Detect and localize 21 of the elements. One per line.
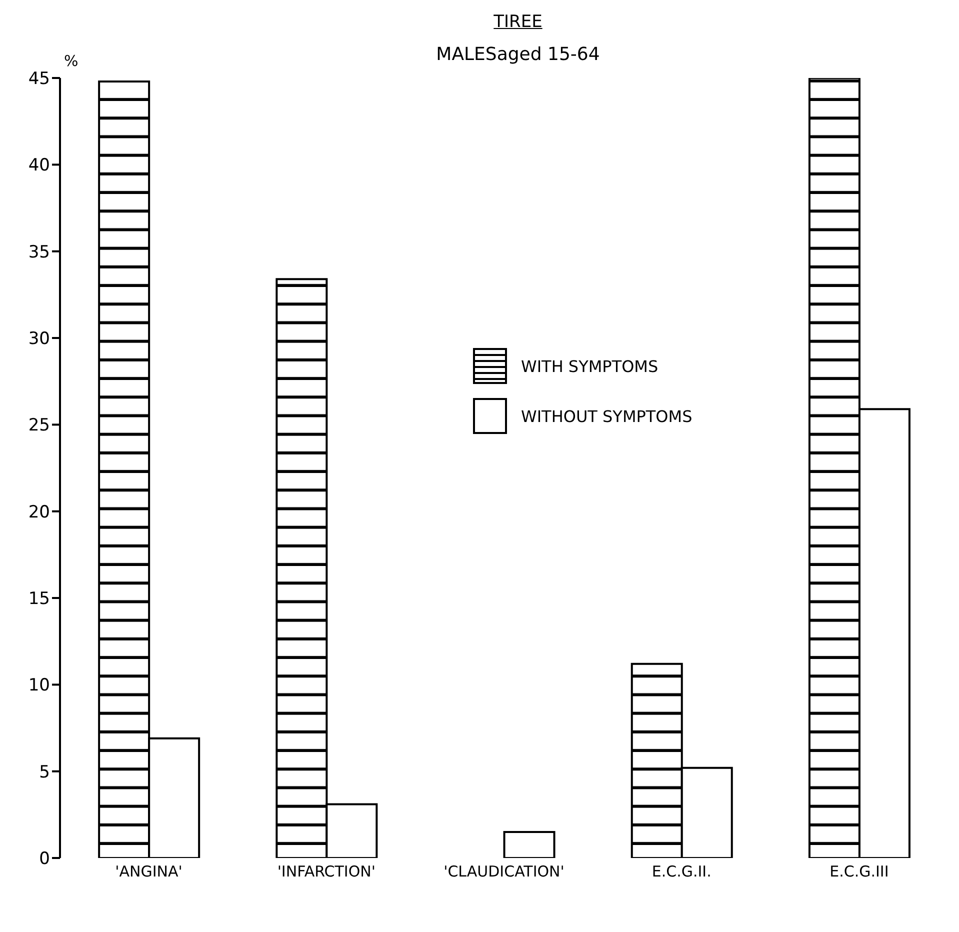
y-tick-label: 45 bbox=[28, 69, 50, 90]
chart-subtitle: MALESaged 15-64 bbox=[436, 44, 600, 65]
y-tick-label: 20 bbox=[28, 502, 50, 522]
legend-label: WITH SYMPTOMS bbox=[521, 356, 658, 376]
y-tick-label: 0 bbox=[39, 849, 50, 870]
x-tick-label: 'CLAUDICATION' bbox=[444, 862, 564, 881]
x-tick-label: 'ANGINA' bbox=[115, 862, 182, 881]
chart-title: TIREE bbox=[492, 12, 544, 32]
y-tick-label: 25 bbox=[28, 416, 50, 436]
legend-label: WITHOUT SYMPTOMS bbox=[521, 406, 692, 426]
y-axis-title: % bbox=[64, 52, 78, 70]
y-tick-label: 30 bbox=[28, 329, 50, 350]
x-tick-label: E.C.G.III bbox=[830, 862, 889, 881]
x-tick-label: E.C.G.II. bbox=[652, 862, 712, 881]
bar bbox=[503, 831, 556, 858]
y-tick-label: 5 bbox=[39, 762, 50, 782]
x-tick-label: 'INFARCTION' bbox=[277, 862, 376, 881]
y-tick-label: 40 bbox=[28, 156, 50, 176]
y-tick-label: 15 bbox=[28, 589, 50, 610]
y-tick-label: 35 bbox=[28, 242, 50, 262]
y-tick-label: 10 bbox=[28, 676, 50, 696]
